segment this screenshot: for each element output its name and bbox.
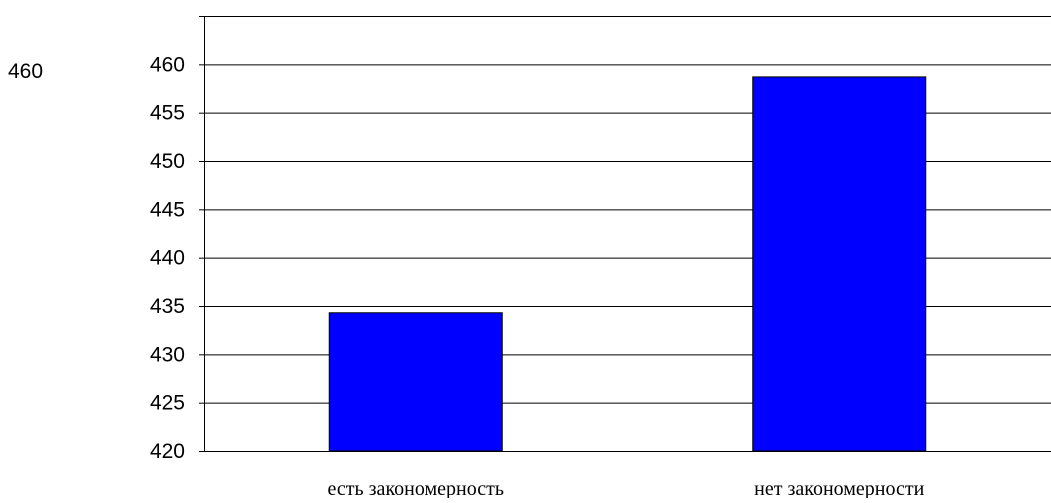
x-tick-label: есть закономерность — [328, 478, 504, 498]
bar — [752, 76, 927, 452]
stray-value-label: 460 — [8, 60, 44, 83]
y-tick-label: 440 — [150, 247, 185, 270]
y-tick-label: 455 — [150, 102, 185, 125]
y-tick-label: 460 — [150, 53, 185, 76]
y-tick-label: 420 — [150, 440, 185, 463]
y-tick-label: 430 — [150, 343, 185, 366]
y-tick-label: 450 — [150, 150, 185, 173]
y-tick-label: 425 — [150, 392, 185, 415]
y-tick-label: 445 — [150, 198, 185, 221]
y-tick-label: 435 — [150, 295, 185, 318]
bar — [328, 312, 503, 452]
x-tick-label: нет закономерности — [754, 478, 924, 498]
